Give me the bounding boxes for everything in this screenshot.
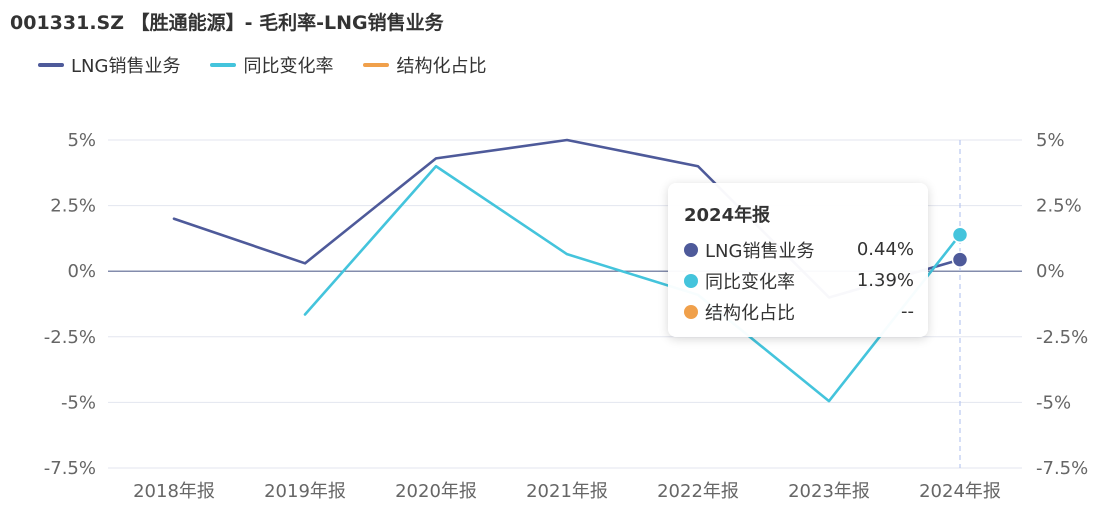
y-left-tick-label: 2.5% — [50, 196, 96, 217]
tooltip-row-structure: 结构化占比 -- — [684, 296, 914, 327]
legend-label-lng: LNG销售业务 — [71, 56, 181, 77]
x-tick-label: 2022年报 — [657, 481, 739, 502]
legend-swatch-structure — [363, 63, 390, 67]
y-right-tick-label: 2.5% — [1036, 196, 1082, 217]
x-tick-label: 2019年报 — [264, 481, 346, 502]
y-right-tick-label: -2.5% — [1036, 327, 1088, 348]
tooltip-label-lng: LNG销售业务 — [705, 240, 815, 262]
legend-label-yoy: 同比变化率 — [243, 56, 334, 77]
tooltip-row-yoy: 同比变化率 1.39% — [684, 265, 914, 296]
legend-label-structure: 结构化占比 — [396, 56, 487, 77]
tooltip-dot-yoy — [684, 273, 698, 288]
x-tick-label: 2020年报 — [395, 481, 477, 502]
legend-item-lng[interactable]: LNG销售业务 — [38, 52, 180, 78]
legend-item-yoy[interactable]: 同比变化率 — [210, 52, 333, 78]
tooltip-value-structure: -- — [901, 301, 914, 322]
x-tick-label: 2021年报 — [526, 481, 608, 502]
legend-swatch-lng — [38, 63, 64, 67]
y-right-tick-label: -7.5% — [1036, 458, 1088, 479]
data-point-lng — [951, 251, 969, 268]
x-tick-label: 2024年报 — [919, 481, 1001, 502]
tooltip-dot-structure — [684, 304, 698, 319]
x-tick-label: 2023年报 — [788, 481, 870, 502]
y-right-tick-label: 0% — [1036, 261, 1065, 282]
y-left-tick-label: 0% — [67, 261, 96, 282]
legend: LNG销售业务 同比变化率 结构化占比 — [38, 52, 516, 78]
x-tick-label: 2018年报 — [133, 481, 215, 502]
legend-item-structure[interactable]: 结构化占比 — [363, 52, 486, 78]
y-left-tick-label: -5% — [61, 392, 96, 413]
tooltip-value-lng: 0.44% — [856, 239, 914, 260]
tooltip-label-yoy: 同比变化率 — [705, 271, 795, 293]
tooltip: 2024年报 LNG销售业务 0.44% 同比变化率 1.39% 结构化占比 -… — [668, 183, 928, 337]
tooltip-dot-lng — [684, 242, 698, 257]
tooltip-row-lng: LNG销售业务 0.44% — [684, 234, 914, 265]
series-line-yoy — [303, 164, 962, 403]
y-right-tick-label: -5% — [1036, 392, 1071, 413]
y-left-tick-label: -2.5% — [44, 327, 96, 348]
tooltip-value-yoy: 1.39% — [856, 270, 914, 291]
chart-title: 001331.SZ 【胜通能源】- 毛利率-LNG销售业务 — [10, 12, 444, 34]
tooltip-label-structure: 结构化占比 — [705, 302, 795, 324]
data-point-yoy — [951, 226, 969, 243]
y-left-tick-label: 5% — [67, 130, 96, 151]
y-left-tick-label: -7.5% — [44, 458, 96, 479]
tooltip-title: 2024年报 — [684, 205, 771, 226]
y-right-tick-label: 5% — [1036, 130, 1065, 151]
legend-swatch-yoy — [210, 63, 237, 67]
